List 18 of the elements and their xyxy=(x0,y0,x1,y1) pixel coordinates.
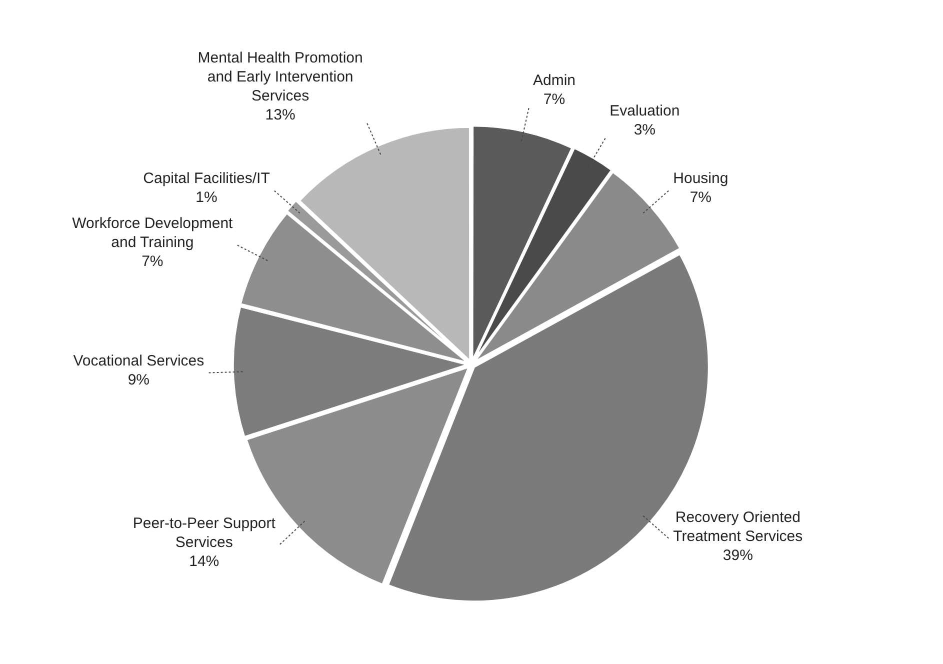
data-label: 7% xyxy=(543,90,566,108)
data-label: 1% xyxy=(196,188,218,206)
data-label: 7% xyxy=(142,253,164,270)
data-label: 39% xyxy=(722,546,753,564)
slice-label: Admin xyxy=(532,72,576,89)
data-label: 7% xyxy=(690,188,712,206)
slice-label: Vocational Services xyxy=(73,352,204,370)
slice-label: Peer-to-Peer Support Services xyxy=(132,515,276,552)
slice-label: Recovery Oriented Treatment Services xyxy=(673,508,803,545)
slice-label: Mental Health Promotion and Early Intervention Services xyxy=(198,49,363,104)
data-label: 13% xyxy=(265,106,296,124)
data-label: 14% xyxy=(189,553,220,570)
slice-label: Capital Facilities/IT xyxy=(143,170,270,187)
slice-label: Evaluation xyxy=(610,102,680,120)
slice-label: Housing xyxy=(673,170,728,187)
data-label: 3% xyxy=(634,121,656,138)
data-label: 9% xyxy=(128,371,150,388)
slice-label: Workforce Development and Training xyxy=(72,215,234,252)
